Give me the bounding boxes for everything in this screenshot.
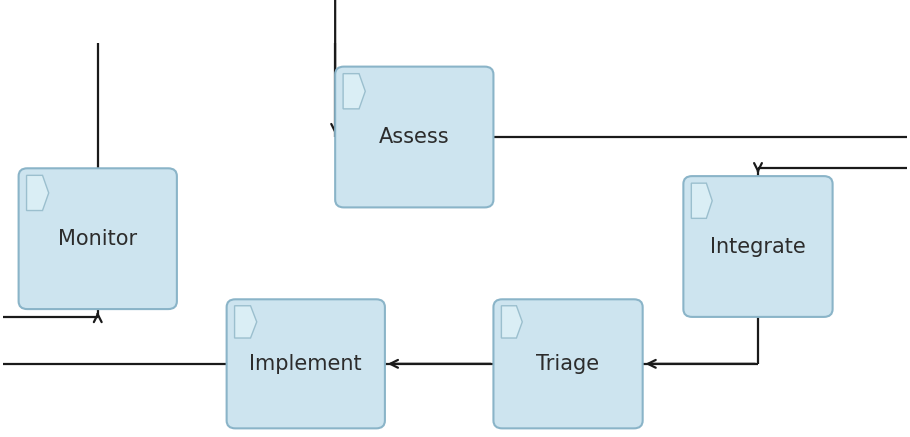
Text: Monitor: Monitor (58, 229, 137, 249)
Polygon shape (692, 183, 713, 218)
FancyBboxPatch shape (493, 299, 642, 428)
Text: Implement: Implement (249, 354, 362, 374)
FancyBboxPatch shape (683, 176, 833, 317)
FancyBboxPatch shape (18, 168, 177, 309)
Polygon shape (235, 306, 257, 338)
Text: Triage: Triage (537, 354, 600, 374)
Polygon shape (343, 74, 365, 109)
FancyBboxPatch shape (227, 299, 385, 428)
Polygon shape (26, 175, 49, 211)
Text: Integrate: Integrate (710, 236, 806, 257)
FancyBboxPatch shape (335, 66, 493, 208)
Polygon shape (501, 306, 522, 338)
Text: Assess: Assess (379, 127, 450, 147)
